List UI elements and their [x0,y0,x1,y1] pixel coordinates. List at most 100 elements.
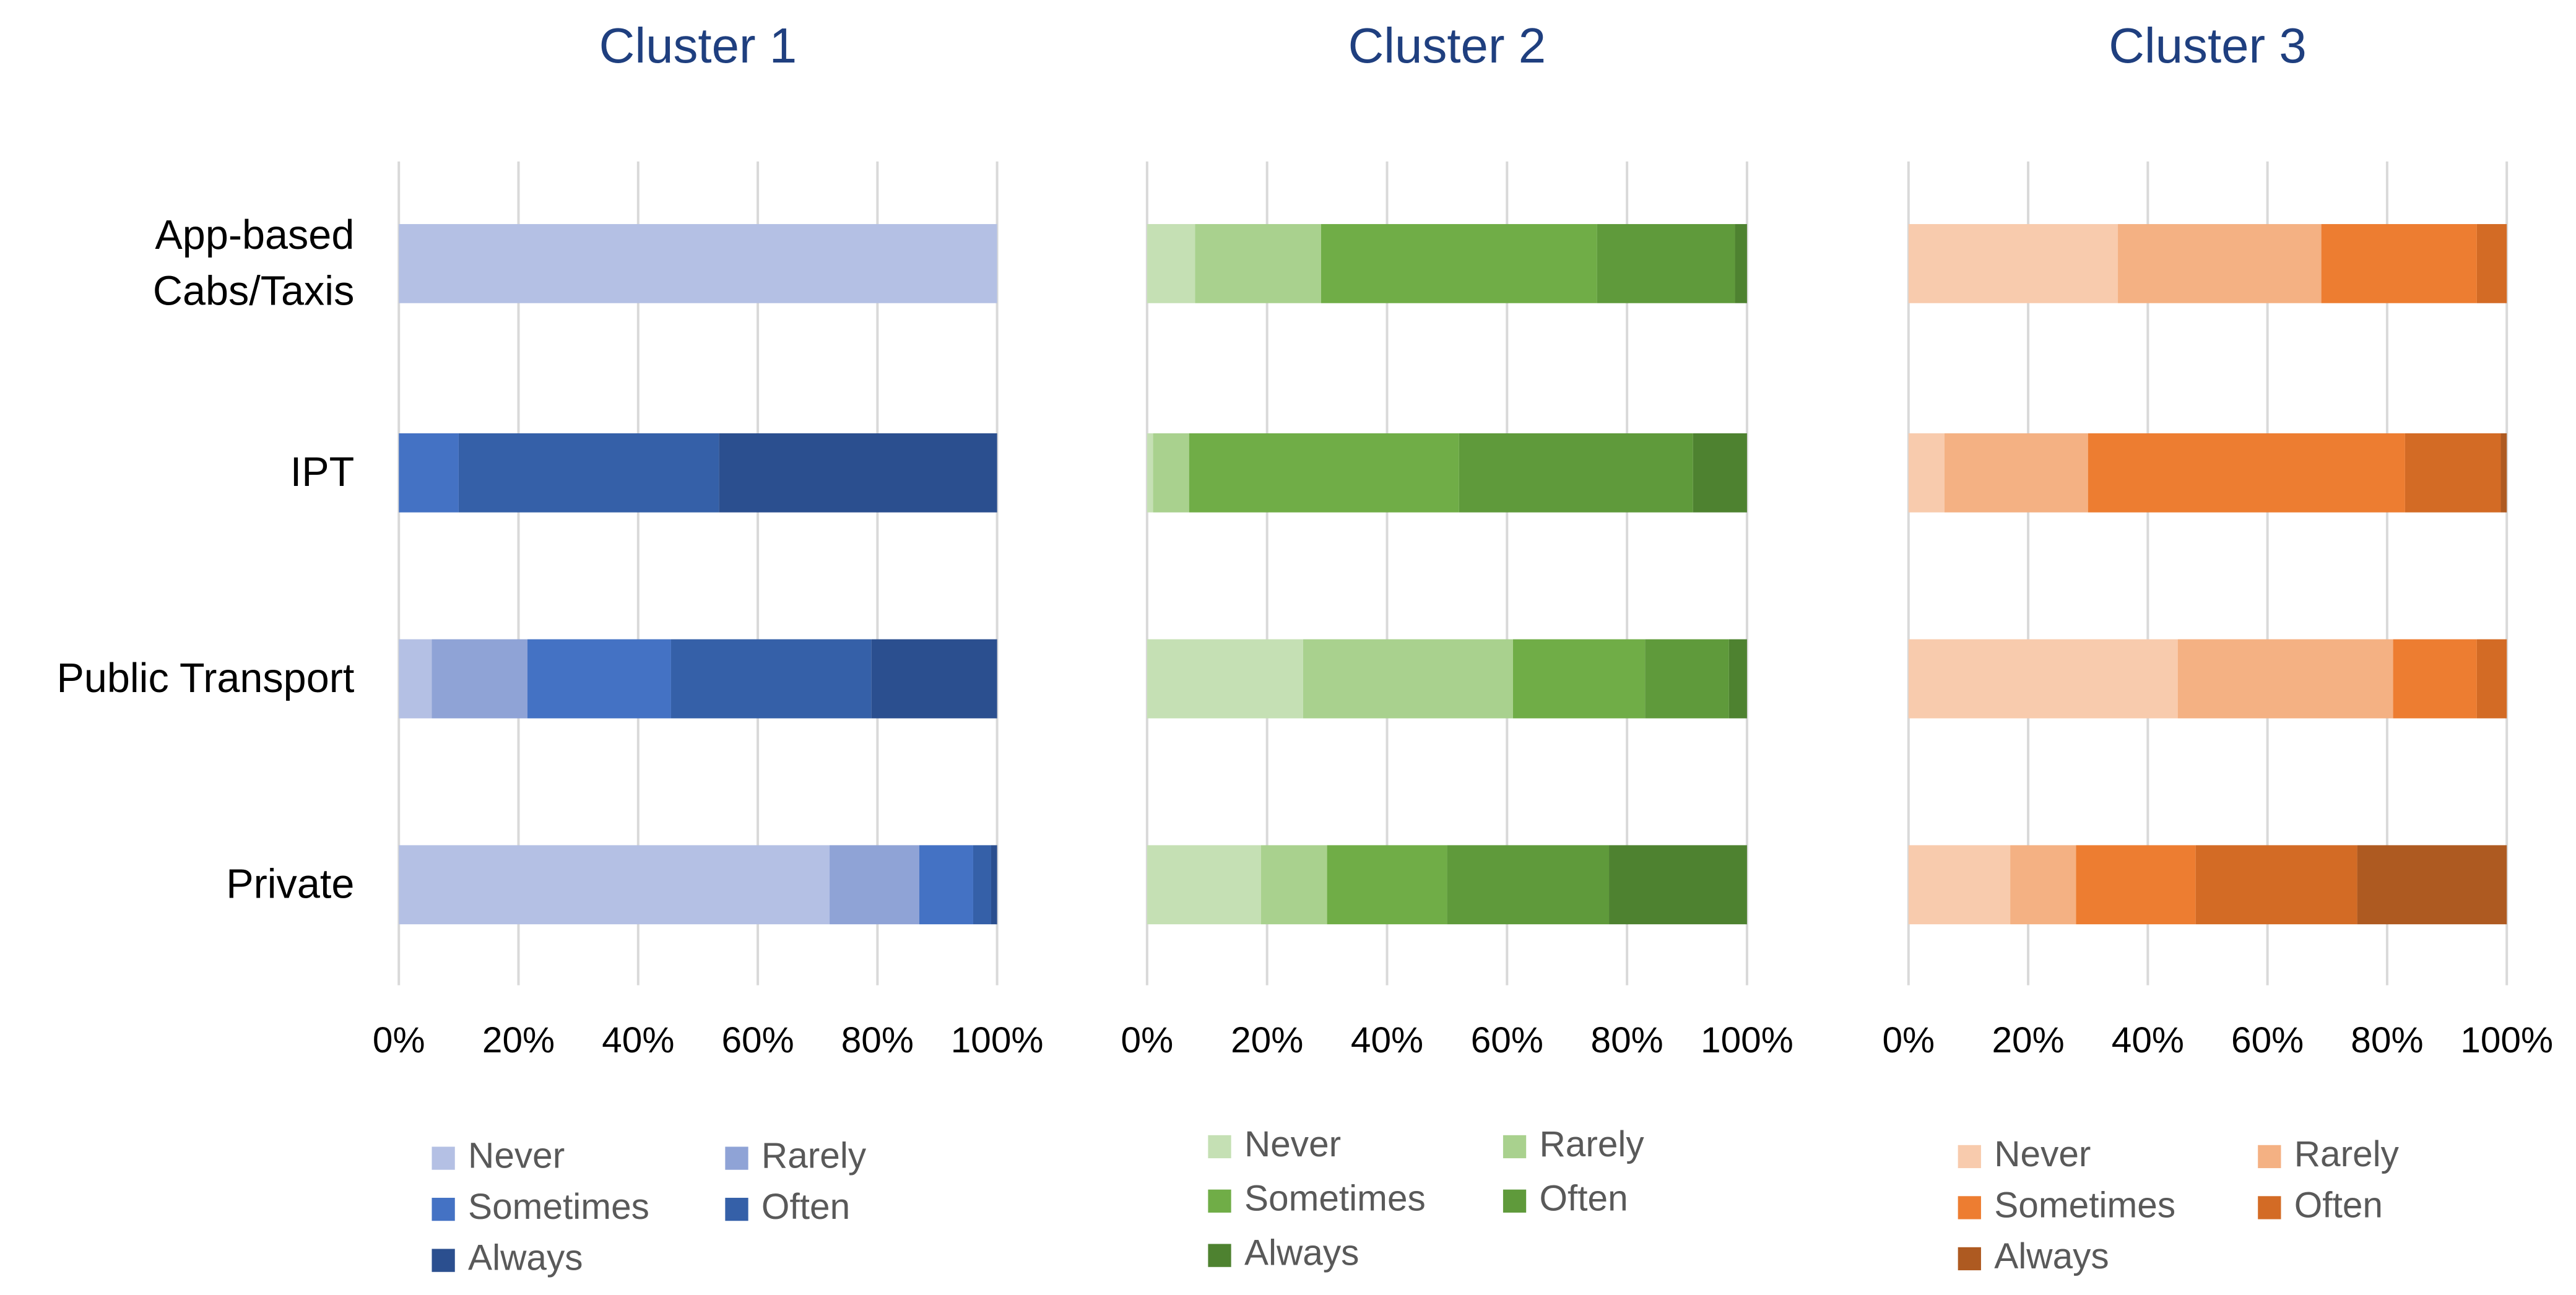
bar-segment [1195,223,1321,303]
x-tick-label: 40% [602,1020,674,1060]
bar-segment [399,639,432,719]
bar-segment [2177,639,2393,719]
bar-segment [1303,639,1513,719]
bar-segment [1728,639,1747,719]
legend-label: Rarely [2294,1134,2400,1174]
bar-segment [719,433,997,513]
y-tick-label: App-based Cabs/Taxis [152,212,355,315]
bar-segment [2076,845,2196,925]
bar-segment [1908,845,2011,925]
legend-label: Rarely [1539,1124,1644,1164]
legend-swatch [1208,1189,1231,1213]
x-tick-label: 60% [1471,1020,1543,1060]
x-tick-label: 40% [1351,1020,1423,1060]
bar-segment [1147,639,1303,719]
bar-segment [2321,223,2477,303]
bar-segment [1944,433,2088,513]
bar-segment [1459,433,1693,513]
x-tick-label: 0% [1121,1020,1174,1060]
bar-segment [1645,639,1729,719]
legend-label: Often [2294,1185,2383,1225]
x-tick-label: 60% [721,1020,794,1060]
bar-segment [2393,639,2477,719]
bar-segment [991,845,997,925]
bar-segment [1327,845,1447,925]
chart-title: Cluster 3 [2109,18,2307,73]
bar-segment [2476,223,2507,303]
bar-segment [2357,845,2507,925]
bar-segment [1147,223,1195,303]
legend-swatch [725,1197,748,1221]
bar-segment [1153,433,1189,513]
legend-swatch [1208,1135,1231,1159]
x-tick-label: 20% [1231,1020,1303,1060]
bar-segment [871,639,997,719]
bar-segment [1908,223,2118,303]
legend-label: Always [468,1238,583,1278]
legend-swatch [2258,1196,2281,1219]
category-label-box: Public Transport [56,656,354,702]
legend-label: Always [1994,1236,2109,1276]
bar-segment [1447,845,1610,925]
x-tick-label: 80% [1591,1020,1663,1060]
bar-segment [432,639,528,719]
legend-swatch [432,1146,455,1170]
x-tick-label: 80% [841,1020,914,1060]
x-tick-label: 60% [2231,1020,2304,1060]
x-tick-label: 0% [373,1020,425,1060]
bar-segment [2500,433,2507,513]
legend-swatch [1503,1189,1527,1213]
legend-label: Sometimes [1994,1185,2175,1225]
legend-label: Often [761,1187,850,1227]
legend-swatch [1958,1196,1981,1219]
bar-segment [2088,433,2405,513]
bar-segment [1908,639,2178,719]
category-label-box: Private [226,862,355,908]
x-tick-label: 20% [482,1020,555,1060]
bar-segment [2118,223,2322,303]
bar-segment [1189,433,1459,513]
bar-segment [973,845,991,925]
legend-swatch [725,1146,748,1170]
legend-label: Rarely [761,1136,867,1176]
legend-swatch [1503,1135,1527,1159]
legend-label: Sometimes [468,1187,649,1227]
y-tick-label: IPT [290,449,355,496]
bar-segment [399,845,830,925]
bar-segment [2476,639,2507,719]
bar-segment [1597,223,1735,303]
bar-segment [1147,433,1153,513]
bar-segment [1693,433,1747,513]
bar-segment [919,845,973,925]
category-label-box: App-based Cabs/Taxis [152,212,355,315]
x-tick-label: 100% [2460,1020,2553,1060]
bar-segment [670,639,872,719]
legend-label: Never [1994,1134,2091,1174]
bar-segment [1147,845,1261,925]
y-tick-label: Private [226,862,355,908]
x-tick-label: 40% [2112,1020,2184,1060]
legend-label: Never [1244,1124,1341,1164]
bar-segment [2010,845,2076,925]
bar-segment [2405,433,2501,513]
chart-title: Cluster 1 [599,18,797,73]
legend-swatch [1958,1145,1981,1169]
legend-label: Always [1244,1233,1359,1273]
x-tick-label: 20% [1992,1020,2064,1060]
x-tick-label: 0% [1882,1020,1935,1060]
bar-segment [830,845,919,925]
legend-swatch [432,1249,455,1272]
bar-segment [399,433,459,513]
category-label-box: IPT [290,449,355,496]
bar-segment [1908,433,1945,513]
bar-segment [1260,845,1327,925]
legend-label: Never [468,1136,565,1176]
x-tick-label: 100% [951,1020,1044,1060]
legend-swatch [1208,1244,1231,1267]
bar-segment [2195,845,2357,925]
legend-label: Often [1539,1179,1628,1219]
bar-segment [1512,639,1646,719]
bar-segment [1609,845,1747,925]
